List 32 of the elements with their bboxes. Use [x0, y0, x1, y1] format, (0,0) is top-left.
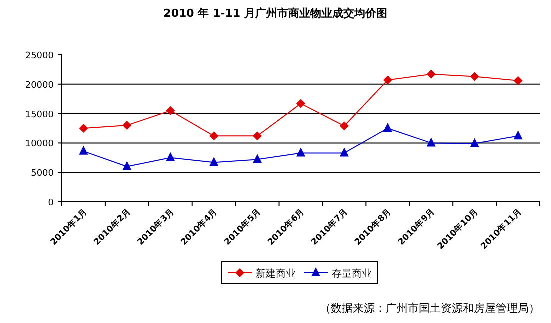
point [122, 121, 132, 130]
y-tick-label: 15000 [25, 110, 54, 120]
point [340, 148, 349, 157]
legend-label: 新建商业 [256, 268, 296, 280]
point [296, 99, 306, 108]
point [426, 138, 436, 147]
point [210, 132, 219, 141]
point [166, 106, 176, 116]
y-tick-label: 10000 [25, 140, 54, 150]
point [79, 124, 88, 133]
point [514, 76, 523, 86]
point [79, 146, 88, 155]
point [470, 72, 480, 82]
legend-label: 存量商业 [332, 268, 372, 280]
annotation: （数据来源：广州市国土资源和房屋管理局） [320, 302, 540, 315]
point [514, 130, 523, 140]
point [383, 123, 392, 132]
point [210, 157, 219, 166]
y-tick-label: 25000 [25, 52, 54, 62]
point [122, 161, 132, 170]
point [426, 70, 436, 79]
y-tick-label: 0 [48, 198, 54, 208]
y-tick-label: 5000 [31, 169, 54, 180]
point [166, 152, 176, 162]
point [253, 154, 262, 164]
y-tick-label: 20000 [25, 80, 54, 91]
point [470, 138, 480, 148]
point [340, 122, 349, 131]
point [253, 132, 262, 141]
point [296, 148, 306, 157]
title: 2010 年 1-11 月广州市商业物业成交均价图 [164, 7, 388, 20]
point [383, 76, 392, 85]
